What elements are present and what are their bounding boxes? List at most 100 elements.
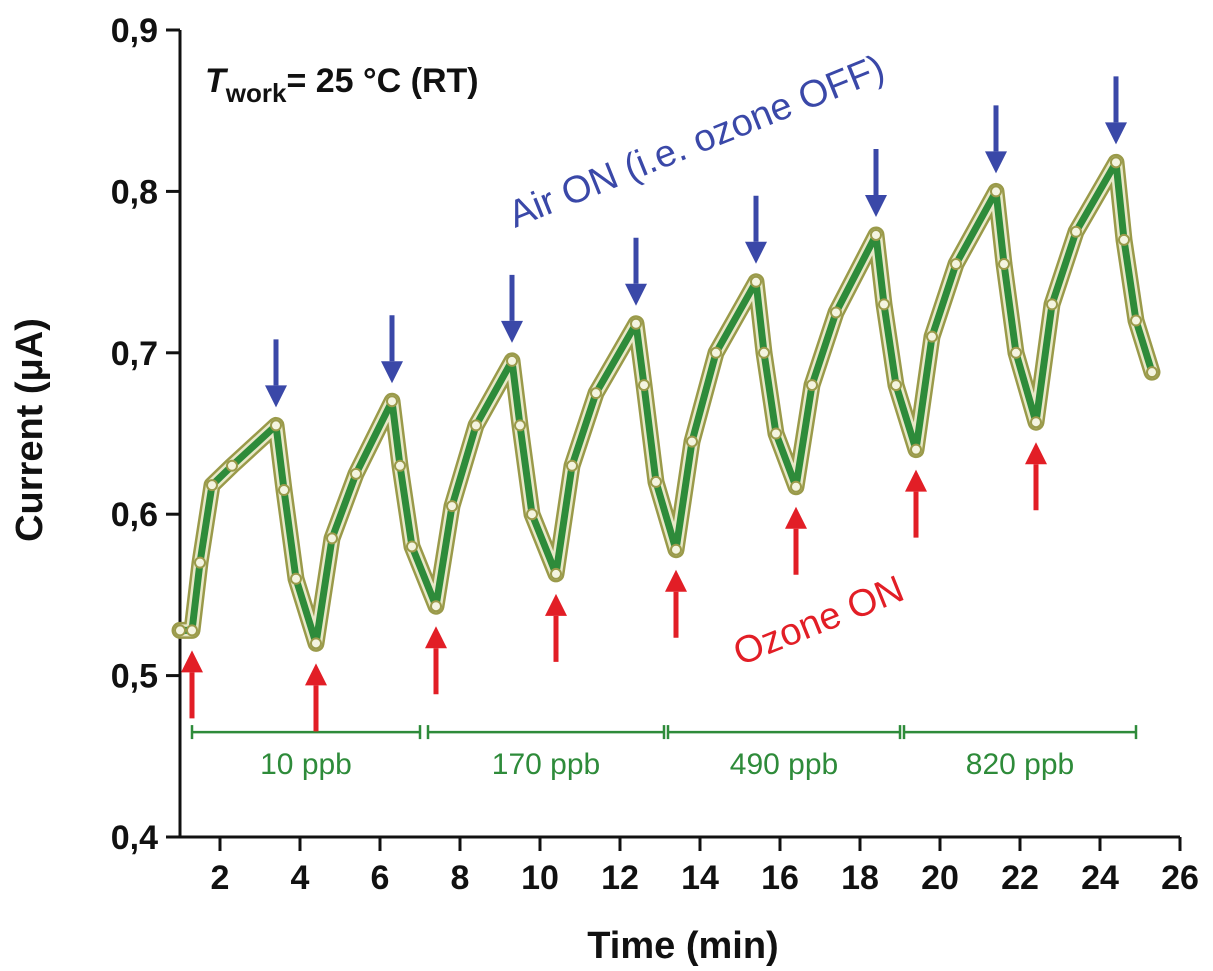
- data-point: [1030, 416, 1042, 429]
- x-tick-label: 18: [841, 859, 879, 897]
- range-label: 10 ppb: [260, 748, 352, 781]
- y-ticks: 0,4 0,5 0,6 0,7 0,8 0,9: [111, 12, 180, 857]
- x-tick-label: 2: [211, 859, 230, 897]
- data-point: [406, 540, 418, 553]
- data-point: [750, 275, 762, 288]
- y-tick-label: 0,8: [111, 173, 158, 211]
- data-point: [226, 459, 238, 472]
- air-on-annotation: Air ON (i.e. ozone OFF): [503, 47, 891, 236]
- ozone-on-annotation: Ozone ON: [728, 568, 910, 674]
- y-tick-label: 0,9: [111, 12, 158, 50]
- data-point: [1110, 156, 1122, 169]
- ozone-on-arrow: [785, 506, 807, 575]
- data-point: [950, 258, 962, 271]
- x-tick-label: 8: [451, 859, 470, 897]
- data-point: [758, 346, 770, 359]
- data-point: [326, 532, 338, 545]
- data-point: [790, 480, 802, 493]
- data-point: [470, 419, 482, 432]
- ozone-on-arrow: [305, 663, 327, 732]
- air-on-arrow: [265, 339, 287, 408]
- air-on-arrow: [625, 237, 647, 306]
- range-label: 170 ppb: [492, 748, 600, 781]
- data-point: [566, 459, 578, 472]
- range-label: 820 ppb: [966, 748, 1074, 781]
- ozone-on-arrow: [905, 469, 927, 538]
- x-tick-label: 20: [921, 859, 959, 897]
- y-axis-title: Current (μA): [9, 318, 51, 542]
- data-point: [1118, 233, 1130, 246]
- data-point: [430, 600, 442, 613]
- plot-axes: [178, 30, 1180, 839]
- y-tick-label: 0,4: [111, 819, 158, 857]
- air-on-arrow: [745, 195, 767, 264]
- data-point: [386, 395, 398, 408]
- ozone-on-arrow: [545, 593, 567, 662]
- ozone-on-arrow: [1025, 442, 1047, 511]
- data-point: [686, 435, 698, 448]
- x-tick-label: 24: [1081, 859, 1119, 897]
- ozone-on-arrow: [181, 650, 203, 719]
- data-point: [870, 228, 882, 241]
- data-point: [890, 379, 902, 392]
- ozone-on-arrow: [665, 569, 687, 638]
- data-point: [270, 419, 282, 432]
- data-point: [506, 354, 518, 367]
- ozone-on-arrow: [425, 626, 447, 695]
- data-point: [310, 637, 322, 650]
- condition-t-symbol: T: [205, 62, 229, 100]
- data-point: [1070, 225, 1082, 238]
- x-tick-label: 16: [761, 859, 799, 897]
- x-ticks: 2 4 6 8 10 12 14 16 18 20 22 24 26: [211, 837, 1199, 897]
- data-point: [638, 379, 650, 392]
- data-point: [990, 185, 1002, 198]
- air-on-arrow: [381, 315, 403, 384]
- x-tick-label: 10: [521, 859, 559, 897]
- data-point: [1046, 298, 1058, 311]
- data-point: [174, 624, 186, 637]
- data-point: [550, 567, 562, 580]
- y-tick-label: 0,5: [111, 658, 158, 696]
- data-point: [770, 427, 782, 440]
- data-point: [830, 306, 842, 319]
- data-point: [526, 508, 538, 521]
- data-point: [350, 467, 362, 480]
- data-point: [278, 483, 290, 496]
- data-point: [514, 419, 526, 432]
- y-tick-label: 0,6: [111, 496, 158, 534]
- data-point: [710, 346, 722, 359]
- data-point: [1010, 346, 1022, 359]
- x-tick-label: 4: [291, 859, 310, 897]
- range-label: 490 ppb: [730, 748, 838, 781]
- data-point: [650, 475, 662, 488]
- data-point: [290, 572, 302, 585]
- condition-rest: = 25 °C (RT): [286, 62, 478, 100]
- data-point: [878, 298, 890, 311]
- data-point: [926, 330, 938, 343]
- data-point: [206, 479, 218, 492]
- data-point: [1130, 314, 1142, 327]
- data-point: [194, 556, 206, 569]
- data-point: [670, 543, 682, 556]
- data-point: [998, 258, 1010, 271]
- x-axis-title: Time (min): [587, 925, 778, 967]
- data-point: [446, 500, 458, 513]
- data-point: [910, 443, 922, 456]
- data-point: [394, 459, 406, 472]
- x-tick-label: 14: [681, 859, 719, 897]
- x-tick-label: 22: [1001, 859, 1039, 897]
- data-point: [630, 317, 642, 330]
- data-point: [1146, 366, 1158, 379]
- air-on-arrow: [985, 105, 1007, 174]
- x-tick-label: 26: [1161, 859, 1199, 897]
- data-point: [186, 624, 198, 637]
- data-point: [806, 379, 818, 392]
- air-on-arrow: [865, 148, 887, 217]
- concentration-ranges: 10 ppb 170 ppb 490 ppb 820 ppb: [190, 725, 1138, 781]
- x-tick-label: 6: [371, 859, 390, 897]
- data-point: [590, 387, 602, 400]
- y-tick-label: 0,7: [111, 335, 158, 373]
- series-layer: [171, 153, 1161, 652]
- condition-t-sub: work: [225, 78, 287, 108]
